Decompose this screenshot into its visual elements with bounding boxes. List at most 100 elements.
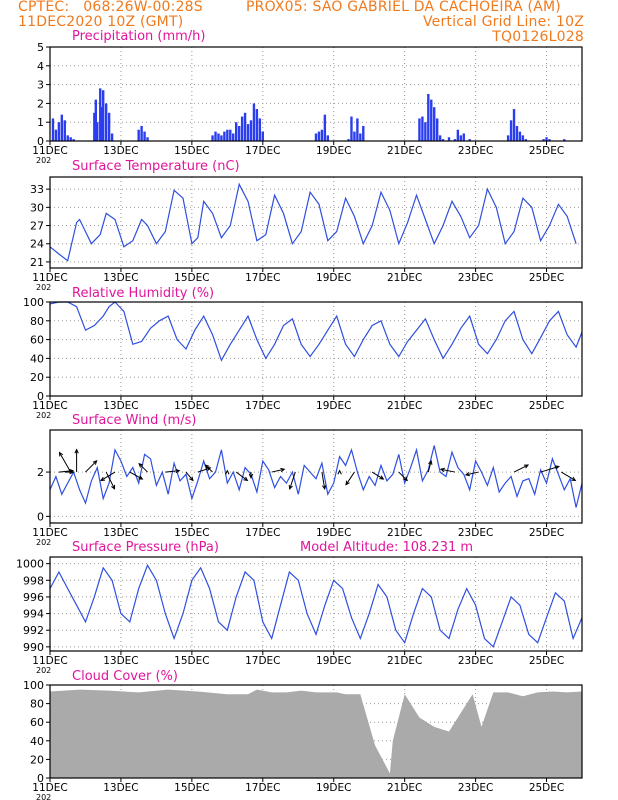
x-tick-label: 17DEC [245,145,280,157]
wind-arrow [165,468,181,474]
precip-bar [232,133,235,141]
x-tick-label: 17DEC [245,782,280,794]
precip-bar [548,139,551,141]
precip-bar [96,122,99,141]
wind-arrow [321,471,327,491]
wind-arrow-shaft [165,470,180,473]
precip-bar [69,137,72,141]
y-tick-label: 2 [37,466,44,479]
precip-bar [237,125,241,141]
precip-bar [453,139,457,141]
x-year-label: 202 [36,283,51,292]
precip-bar [110,133,114,141]
precip-bar [427,94,430,141]
y-tick-label: 0 [37,772,44,785]
precip-bar [226,129,229,141]
wind-arrow-head [243,476,249,482]
x-tick-label: 17DEC [245,527,280,539]
precip-bar [252,103,256,141]
precip-title: Precipitation (mm/h) [72,29,205,44]
precip-bar [515,125,519,141]
wind-arrow-shaft [85,460,98,473]
x-tick-label: 21DEC [387,145,422,157]
wind-arrow [64,469,75,475]
precip-bar [509,120,513,141]
precip-bar [72,139,75,141]
wind-arrow-head [58,451,64,457]
wind-arrow [235,471,249,482]
wind-arrow [100,471,116,482]
wind-title: Surface Wind (m/s) [72,413,196,428]
precip-bar [524,139,528,141]
precip-bar [220,135,223,141]
wind-arrow [371,471,385,480]
wind-arrow-head [280,467,286,473]
precip-bar [542,139,545,141]
y-tick-label: 998 [23,574,44,587]
x-tick-label: 15DEC [174,655,209,667]
wind-arrow-head [111,484,116,490]
temp-panel: 21 24 27 30 33 11DEC 13DEC 15DEC 17DEC 19DEC 21DEC… [30,159,583,292]
precip-bar [255,109,259,141]
pres-panel: 990 992 994 996 998 1000 11DEC 13DEC 15DEC 17DEC 1… [16,540,583,675]
wind-arrow-head [524,464,530,469]
wind-arrow [464,471,479,477]
y-tick-label: 996 [23,591,44,604]
x-year-label: 202 [36,793,51,800]
x-tick-label: 19DEC [316,272,351,284]
wind-arrow-shaft [398,471,408,481]
x-year-label: 202 [36,538,51,547]
temp-frame [49,176,583,269]
wind-arrow-head [138,462,144,468]
y-tick-label: 30 [30,201,44,214]
wind-arrow-head [428,459,433,465]
wind-arrow-head [464,471,470,477]
wind-arrow-shaft [345,471,355,485]
precip-bar [421,116,424,141]
x-tick-label: 25DEC [529,145,564,157]
x-tick-label: 17DEC [245,400,280,412]
station-coords: CPTEC: 068:26W-00:28S [18,0,203,15]
precip-bar [456,129,460,141]
x-tick-label: 21DEC [387,400,422,412]
precip-bar [243,112,247,141]
precip-bar [362,125,365,141]
precip-bar [235,122,238,141]
wind-arrow-head [403,476,408,482]
precip-frame [49,46,583,142]
x-tick-label: 23DEC [458,145,493,157]
x-tick-label: 19DEC [316,782,351,794]
x-tick-label: 15DEC [174,145,209,157]
wind-arrow-head [225,469,230,475]
x-tick-label: 15DEC [174,272,209,284]
cloud-area [50,689,582,778]
y-tick-label: 3 [37,79,44,92]
wind-arrow [288,471,296,490]
precip-bar [435,118,439,141]
wind-arrow-shaft [59,452,72,473]
wind-arrow [439,467,456,473]
wind-arrow-head [204,464,210,470]
x-tick-label: 17DEC [245,655,280,667]
grid-line-note: Vertical Grid Line: 10Z [422,14,584,30]
wind-arrow [58,451,72,473]
precip-bar [314,133,318,141]
x-tick-label: 13DEC [103,145,138,157]
precip-bar [54,129,58,141]
wind-arrow [85,460,98,473]
wind-arrow-head [92,460,98,465]
wind-arrow-shaft [371,471,384,480]
y-tick-label: 24 [30,238,44,251]
precip-bar [104,103,108,141]
cloud-panel: 0 20 40 60 80 100 11DEC 13DEC 15DEC 17DEC 19DEC 21D… [23,669,583,800]
x-tick-label: 13DEC [103,655,138,667]
x-year-label: 202 [36,156,51,165]
precip-bar [146,137,149,141]
precip-bar [258,118,262,141]
wind-arrow-shaft [271,468,285,473]
x-tick-label: 23DEC [458,272,493,284]
precip-bar [249,120,253,141]
wind-arrow [248,472,254,479]
wind-arrow [398,471,408,482]
rh-frame [49,301,583,397]
